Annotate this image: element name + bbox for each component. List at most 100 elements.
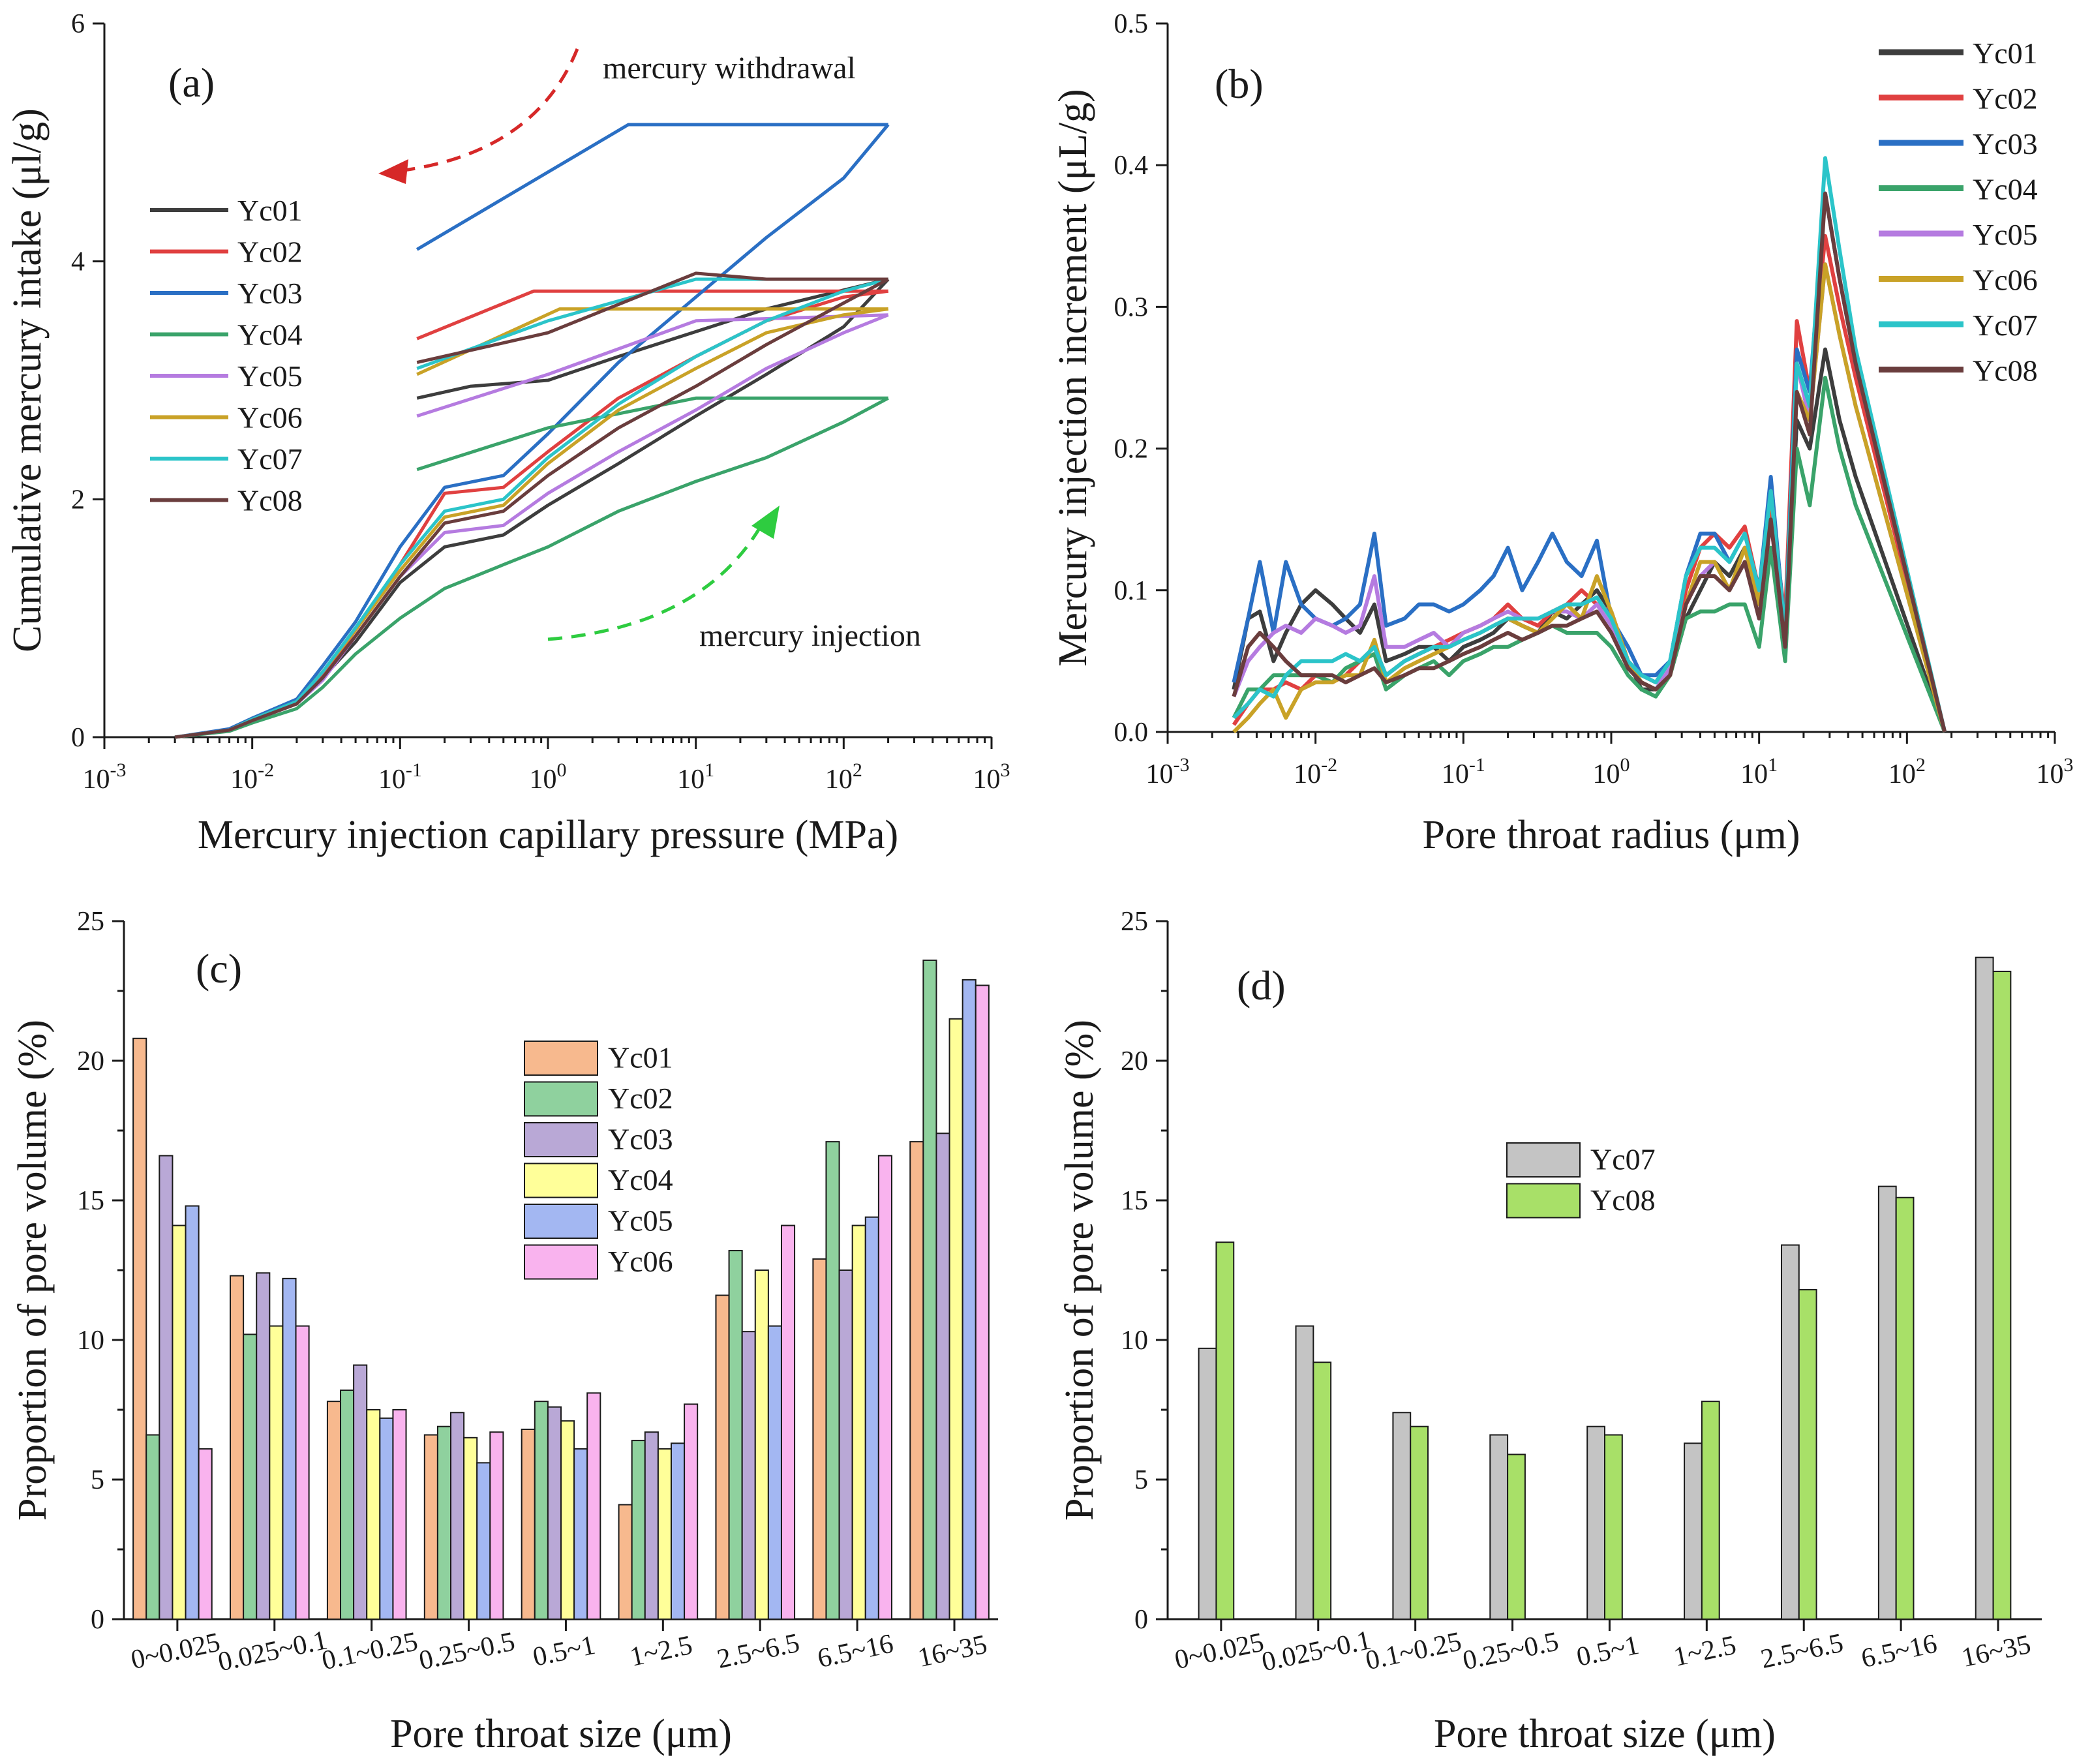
- x-tick-exponent: -3: [110, 759, 127, 781]
- bar-Yc05-16~35: [962, 979, 977, 1620]
- y-tick-label: 10: [77, 1326, 104, 1356]
- bar-Yc05-6.5~16: [864, 1216, 879, 1620]
- bar-Yc08-6.5~16: [1895, 1196, 1915, 1620]
- bar-Yc01-2.5~6.5: [715, 1294, 730, 1620]
- x-tick-exponent: -1: [1469, 754, 1485, 776]
- panel-label: (d): [1237, 962, 1286, 1009]
- bar-Yc01-0.25~0.5: [423, 1434, 438, 1620]
- bar-Yc03-0.5~1: [547, 1406, 562, 1620]
- x-tick-exponent: 3: [2064, 754, 2074, 776]
- bar-Yc04-16~35: [948, 1018, 963, 1620]
- series-Yc04: [174, 396, 889, 739]
- bar-Yc05-0.1~0.25: [379, 1417, 394, 1620]
- bar-Yc02-0.025~0.1: [243, 1333, 258, 1620]
- bar-Yc03-0.25~0.5: [450, 1412, 465, 1620]
- bar-Yc02-6.5~16: [825, 1141, 840, 1620]
- bar-Yc04-0~0.025: [172, 1224, 187, 1620]
- bar-Yc05-0.5~1: [573, 1448, 588, 1620]
- x-tick-label: 101: [1740, 754, 1778, 789]
- legend-swatch-Yc05: [524, 1204, 598, 1239]
- bar-Yc04-1~2.5: [657, 1448, 672, 1620]
- y-tick-label: 0.2: [1114, 434, 1149, 464]
- bar-Yc02-0.25~0.5: [436, 1425, 452, 1620]
- legend-swatch-Yc07: [1506, 1142, 1581, 1178]
- y-tick-label: 0: [91, 1605, 104, 1635]
- legend-label-Yc04: Yc04: [1973, 172, 2038, 205]
- injection-arrow: [547, 521, 765, 641]
- y-tick-label: 0.0: [1114, 718, 1149, 748]
- x-tick-exponent: 2: [853, 759, 862, 781]
- legend-label-Yc03: Yc03: [1973, 127, 2038, 160]
- bar-Yc08-16~35: [1992, 971, 2012, 1620]
- x-tick-base: 10: [825, 765, 853, 795]
- legend-label-Yc01: Yc01: [1973, 37, 2038, 70]
- bar-Yc03-1~2.5: [644, 1431, 659, 1620]
- legend-label-Yc06: Yc06: [237, 401, 303, 434]
- legend-label-Yc01: Yc01: [237, 194, 303, 227]
- legend-label-Yc03: Yc03: [237, 277, 303, 310]
- legend-label-Yc07: Yc07: [1973, 309, 2038, 342]
- legend-swatch-Yc08: [1506, 1183, 1581, 1219]
- y-tick-label: 15: [1121, 1186, 1148, 1216]
- x-tick-label: 102: [1888, 754, 1926, 789]
- withdrawal-arrow: [399, 48, 579, 173]
- bar-Yc08-1~2.5: [1701, 1401, 1720, 1620]
- y-tick-label: 0.5: [1114, 9, 1149, 39]
- bar-Yc08-0~0.025: [1215, 1241, 1235, 1620]
- series-line-Yc04-injection: [174, 397, 889, 739]
- x-tick-exponent: 1: [705, 759, 714, 781]
- legend: Yc01 Yc02 Yc03 Yc04 Yc05 Yc06 Yc07 Yc08: [150, 194, 303, 517]
- panel-c: 05101520250~0.0250.025~0.10.1~0.250.25~0…: [10, 907, 998, 1756]
- injection-arrowhead: [751, 506, 780, 539]
- x-tick-exponent: 0: [1620, 754, 1630, 776]
- x-tick-base: 10: [677, 765, 705, 795]
- legend-label-Yc05: Yc05: [237, 359, 303, 393]
- x-axis-title: Pore throat radius (μm): [1422, 813, 1800, 857]
- legend-swatch-Yc03: [524, 1122, 598, 1157]
- x-tick-label: 10-3: [1146, 754, 1190, 789]
- x-tick-exponent: 1: [1768, 754, 1778, 776]
- legend: Yc01 Yc02 Yc03 Yc04 Yc05 Yc06 Yc07 Yc08: [1879, 37, 2038, 387]
- bar-Yc06-0~0.025: [198, 1448, 213, 1620]
- series-line-Yc08: [1232, 191, 1947, 733]
- x-tick-base: 10: [1294, 759, 1321, 789]
- x-axis-title: Pore throat size (μm): [390, 1712, 732, 1756]
- y-axis-title: Proportion of pore volume (%): [1057, 1020, 1102, 1521]
- legend-label-Yc02: Yc02: [237, 236, 303, 269]
- x-tick-base: 10: [378, 765, 406, 795]
- x-tick-label: 10-1: [378, 759, 422, 795]
- bar-Yc05-0.025~0.1: [282, 1277, 297, 1620]
- bar-Yc01-0.5~1: [521, 1428, 536, 1620]
- x-tick-base: 10: [1593, 759, 1620, 789]
- bar-Yc08-0.5~1: [1604, 1434, 1623, 1620]
- bar-Yc04-0.25~0.5: [463, 1437, 478, 1620]
- bar-Yc07-16~35: [1975, 956, 1994, 1620]
- y-tick-label: 10: [1121, 1326, 1148, 1356]
- bar-Yc08-0.1~0.25: [1410, 1425, 1429, 1620]
- x-tick-exponent: 2: [1916, 754, 1926, 776]
- y-axis-title: Cumulative mercury intake (μl/g): [5, 108, 50, 652]
- annotation-withdrawal: mercury withdrawal: [603, 51, 856, 85]
- series-Yc07: [1232, 156, 1947, 733]
- x-tick-label: 10-1: [1442, 754, 1485, 789]
- y-tick-label: 4: [71, 247, 85, 277]
- panel-b: 10-3 10-2 10-1 100 101 102 1030.00.10.20.30.40…: [1051, 9, 2074, 857]
- annotation-injection: mercury injection: [699, 618, 921, 653]
- bar-Yc03-0~0.025: [159, 1155, 174, 1620]
- x-tick-base: 10: [1888, 759, 1916, 789]
- bar-Yc03-0.025~0.1: [256, 1272, 271, 1620]
- bar-Yc06-2.5~6.5: [780, 1224, 796, 1620]
- y-tick-label: 20: [1121, 1046, 1148, 1076]
- bar-Yc07-2.5~6.5: [1780, 1244, 1800, 1620]
- bar-Yc02-0.1~0.25: [340, 1390, 355, 1620]
- legend: Yc07 Yc08: [1506, 1142, 1656, 1219]
- legend-swatch-Yc06: [524, 1244, 598, 1280]
- bar-Yc01-0~0.025: [132, 1037, 147, 1620]
- x-tick-exponent: -1: [406, 759, 422, 781]
- legend-label-Yc05: Yc05: [608, 1204, 673, 1238]
- series-Yc08: [174, 271, 889, 739]
- bar-Yc03-2.5~6.5: [741, 1331, 756, 1620]
- bar-Yc08-0.025~0.1: [1312, 1361, 1332, 1620]
